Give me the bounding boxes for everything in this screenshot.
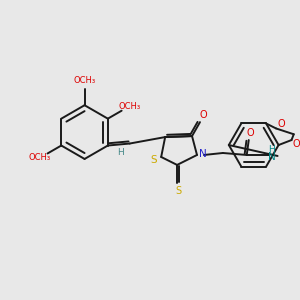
Text: S: S — [175, 186, 181, 196]
Text: N: N — [199, 149, 207, 159]
Text: N: N — [268, 152, 275, 162]
Text: H: H — [268, 146, 275, 154]
Text: OCH₃: OCH₃ — [29, 154, 51, 163]
Text: O: O — [247, 128, 254, 138]
Text: OCH₃: OCH₃ — [118, 102, 140, 111]
Text: H: H — [117, 148, 124, 157]
Text: O: O — [199, 110, 207, 120]
Text: O: O — [277, 119, 285, 130]
Text: OCH₃: OCH₃ — [74, 76, 96, 85]
Text: S: S — [150, 155, 157, 165]
Text: O: O — [293, 139, 300, 149]
